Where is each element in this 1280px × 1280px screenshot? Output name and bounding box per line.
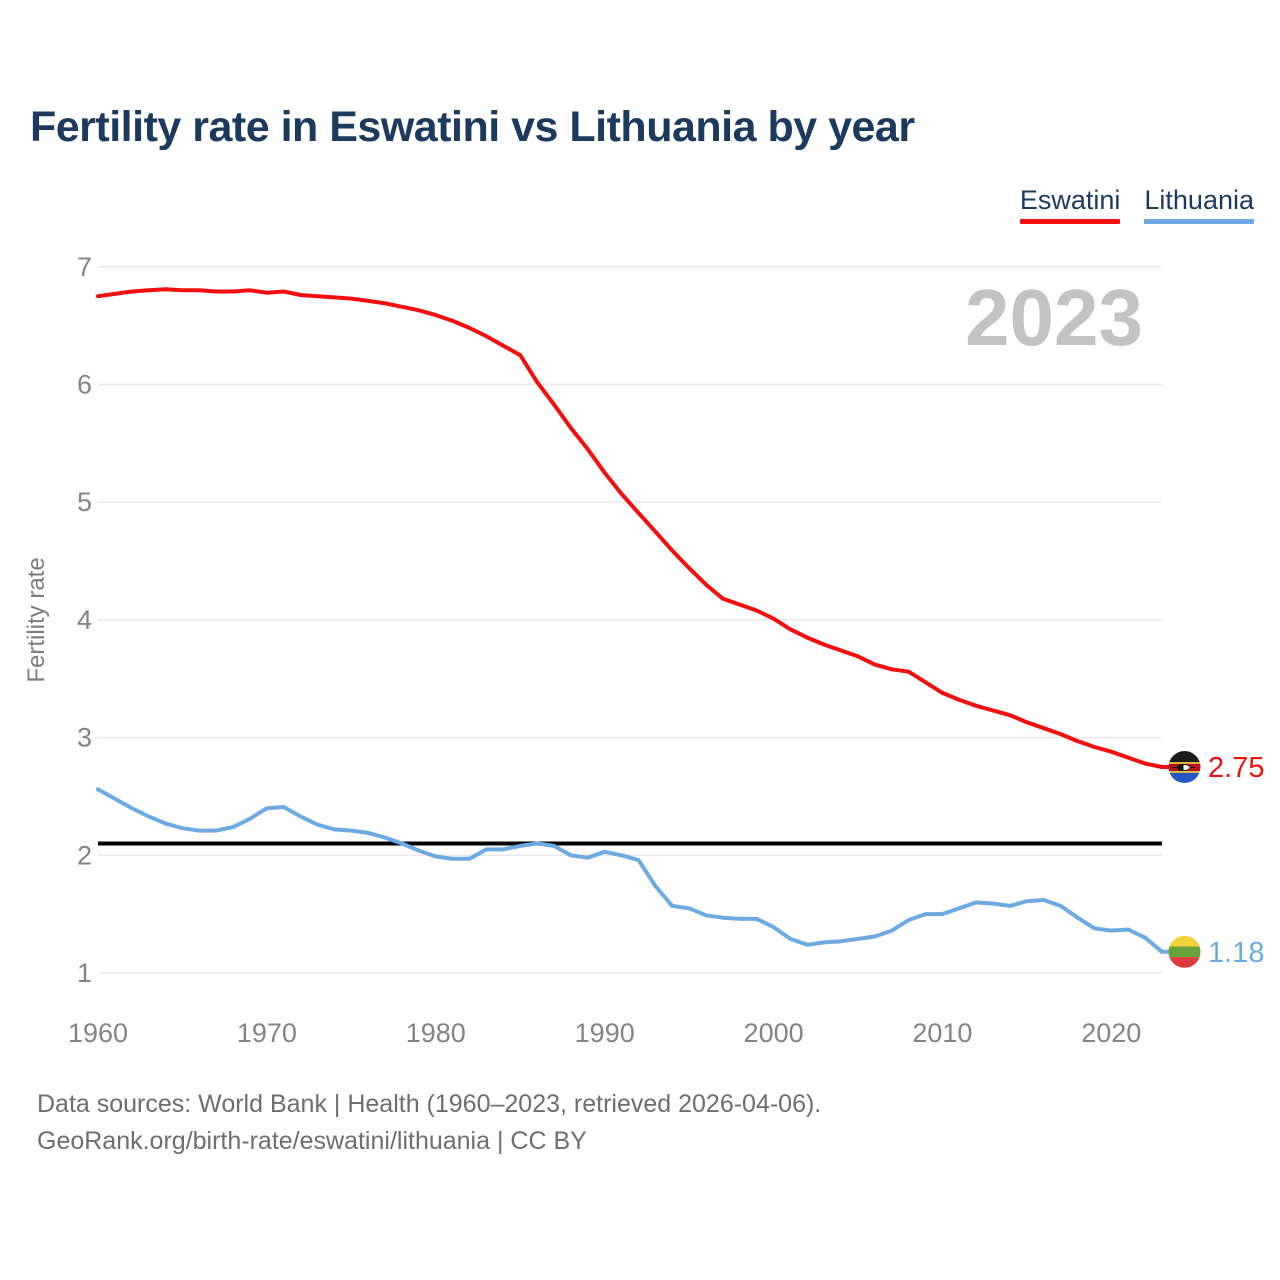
y-axis-ticks: 1 2 3 4 5 6 7 <box>77 252 92 988</box>
eswatini-flag-icon <box>1168 751 1201 784</box>
gridlines <box>98 266 1162 974</box>
x-tick-label: 1960 <box>68 1018 128 1048</box>
lithuania-value-label: 1.18 <box>1208 937 1264 969</box>
y-tick-label: 1 <box>77 958 92 988</box>
y-tick-label: 3 <box>77 723 92 753</box>
x-tick-label: 2020 <box>1081 1018 1141 1048</box>
eswatini-value-label: 2.75 <box>1208 752 1264 784</box>
y-tick-label: 4 <box>77 605 92 635</box>
lithuania-line <box>96 787 1164 954</box>
x-tick-label: 1980 <box>406 1018 466 1048</box>
x-tick-label: 1970 <box>237 1018 297 1048</box>
plot-area: 2.75 1.18 <box>96 287 1264 969</box>
footer-sources-line: Data sources: World Bank | Health (1960–… <box>37 1090 822 1118</box>
legend-swatch-lithuania <box>1144 219 1254 224</box>
watermark-year: 2023 <box>965 273 1143 362</box>
page-title: Fertility rate in Eswatini vs Lithuania … <box>30 103 915 151</box>
footer-attribution-line: GeoRank.org/birth-rate/eswatini/lithuani… <box>37 1127 587 1155</box>
x-tick-label: 1990 <box>575 1018 635 1048</box>
x-tick-label: 2010 <box>912 1018 972 1048</box>
eswatini-line <box>96 287 1164 769</box>
x-tick-label: 2000 <box>744 1018 804 1048</box>
y-tick-label: 7 <box>77 252 92 282</box>
legend-label-lithuania: Lithuania <box>1144 185 1254 215</box>
y-axis-title: Fertility rate <box>23 557 50 682</box>
legend-item-lithuania[interactable]: Lithuania <box>1144 185 1254 224</box>
legend-label-eswatini: Eswatini <box>1019 185 1121 215</box>
y-tick-label: 6 <box>77 370 92 400</box>
x-axis-ticks: 1960 1970 1980 1990 2000 2010 2020 <box>68 1018 1141 1048</box>
legend-item-eswatini[interactable]: Eswatini <box>1019 185 1121 224</box>
legend: Eswatini Lithuania <box>1019 185 1254 224</box>
legend-swatch-eswatini <box>1019 219 1121 224</box>
footer: Data sources: World Bank | Health (1960–… <box>37 1086 821 1160</box>
lithuania-flag-icon <box>1168 935 1201 968</box>
y-tick-label: 2 <box>77 840 92 870</box>
y-tick-label: 5 <box>77 487 92 517</box>
